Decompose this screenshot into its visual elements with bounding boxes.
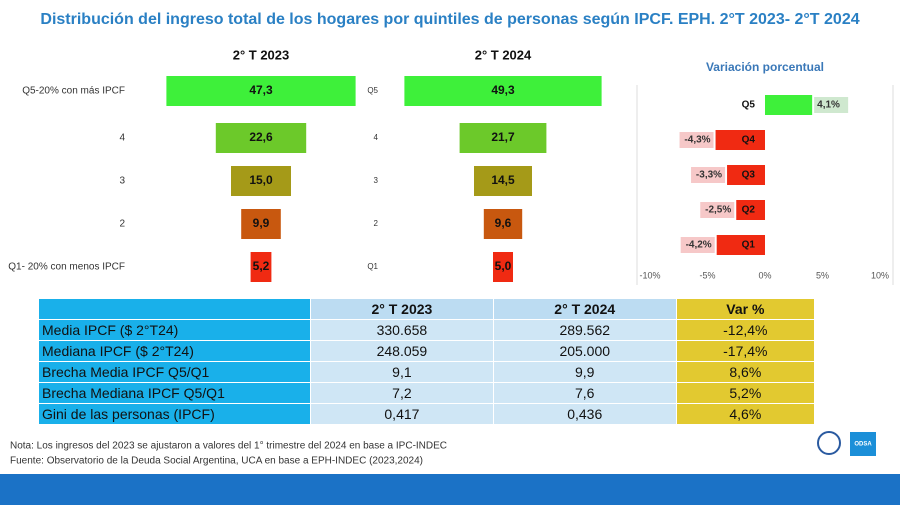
category-label: Q1- 20% con menos IPCF bbox=[8, 262, 125, 273]
value-label: 4,1% bbox=[817, 100, 840, 111]
funnel-bar bbox=[474, 166, 532, 196]
table-cell: 205.000 bbox=[492, 340, 677, 362]
bar bbox=[715, 130, 765, 150]
category-label: 2 bbox=[374, 219, 379, 228]
logo bbox=[850, 432, 876, 456]
value-label: 9,6 bbox=[495, 216, 512, 230]
table-row: Media IPCF ($ 2°T24) 330.658 289.562 -12,4% bbox=[38, 319, 816, 341]
bar bbox=[716, 235, 765, 255]
table-cell: 9,1 bbox=[310, 361, 494, 383]
category-label: Q5-20% con más IPCF bbox=[22, 86, 125, 97]
bar bbox=[727, 165, 765, 185]
summary-table: 2° T 2023 2° T 2024 Var % Media IPCF ($ 2°T… bbox=[38, 298, 816, 425]
label-bg bbox=[679, 132, 714, 148]
table-cell: 4,6% bbox=[675, 403, 816, 425]
table-header: 2° T 2023 2° T 2024 Var % bbox=[38, 298, 816, 320]
category-label: 4 bbox=[374, 133, 379, 142]
table-cell: 289.562 bbox=[492, 319, 677, 341]
value-label: 14,5 bbox=[491, 173, 515, 187]
value-label: -2,5% bbox=[705, 205, 731, 216]
table-cell: Gini de las personas (IPCF) bbox=[38, 403, 311, 425]
category-label: Q4 bbox=[742, 135, 756, 146]
category-label: Q2 bbox=[742, 205, 756, 216]
logo-text: ODSA bbox=[854, 442, 872, 448]
x-tick-label: 10% bbox=[871, 270, 889, 280]
table-cell: 248.059 bbox=[310, 340, 494, 362]
funnel-bar bbox=[404, 76, 602, 106]
x-tick-label: -10% bbox=[639, 270, 660, 280]
value-label: -4,2% bbox=[686, 240, 712, 251]
table-cell: 0,436 bbox=[492, 403, 677, 425]
funnel-bar bbox=[459, 123, 547, 153]
chart-title: 2° T 2024 bbox=[475, 47, 532, 62]
table-row: Brecha Mediana IPCF Q5/Q1 7,2 7,6 5,2% bbox=[38, 382, 816, 404]
category-label: Q3 bbox=[742, 170, 756, 181]
value-label: 5,0 bbox=[495, 259, 512, 273]
value-label: 47,3 bbox=[249, 83, 273, 97]
category-label: Q1 bbox=[742, 240, 756, 251]
category-label: Q5 bbox=[742, 100, 756, 111]
table-cell: Media IPCF ($ 2°T24) bbox=[38, 319, 311, 341]
table-cell: 0,417 bbox=[310, 403, 494, 425]
table-row: Brecha Media IPCF Q5/Q1 9,1 9,9 8,6% bbox=[38, 361, 816, 383]
table-cell: Brecha Mediana IPCF Q5/Q1 bbox=[38, 382, 311, 404]
value-label: 5,2 bbox=[253, 259, 270, 273]
table-cell: 7,6 bbox=[492, 382, 677, 404]
label-bg bbox=[814, 97, 849, 113]
category-label: 3 bbox=[119, 176, 125, 187]
funnel-bar bbox=[493, 252, 513, 282]
table-cell: Var % bbox=[675, 298, 816, 320]
table-cell: 330.658 bbox=[310, 319, 494, 341]
category-label: 3 bbox=[374, 176, 379, 185]
x-tick-label: -5% bbox=[699, 270, 715, 280]
value-label: 15,0 bbox=[249, 173, 273, 187]
funnel-bar bbox=[241, 209, 281, 239]
label-bg bbox=[691, 167, 726, 183]
bar bbox=[736, 200, 765, 220]
table-cell: Mediana IPCF ($ 2°T24) bbox=[38, 340, 311, 362]
label-bg bbox=[680, 237, 715, 253]
logo bbox=[817, 431, 841, 455]
funnel-bar bbox=[231, 166, 291, 196]
table-cell: -12,4% bbox=[675, 319, 816, 341]
table-cell: 2° T 2023 bbox=[310, 298, 494, 320]
chart-title: 2° T 2023 bbox=[233, 47, 290, 62]
funnel-bar bbox=[166, 76, 356, 106]
value-label: -4,3% bbox=[684, 135, 710, 146]
x-tick-label: 5% bbox=[816, 270, 829, 280]
note: Nota: Los ingresos del 2023 se ajustaron… bbox=[10, 441, 447, 452]
x-tick-label: 0% bbox=[758, 270, 771, 280]
table-row: Mediana IPCF ($ 2°T24) 248.059 205.000 -17,… bbox=[38, 340, 816, 362]
table-cell: Brecha Media IPCF Q5/Q1 bbox=[38, 361, 311, 383]
category-label: 4 bbox=[119, 133, 125, 144]
table-cell bbox=[38, 298, 311, 320]
table-cell: -17,4% bbox=[675, 340, 816, 362]
value-label: 22,6 bbox=[249, 130, 273, 144]
note: Fuente: Observatorio de la Deuda Social … bbox=[10, 456, 423, 467]
value-label: 9,9 bbox=[253, 216, 270, 230]
category-label: 2 bbox=[119, 219, 125, 230]
funnel-bar bbox=[483, 209, 523, 239]
category-label: Q1 bbox=[367, 262, 378, 271]
funnel-bar bbox=[215, 123, 307, 153]
chart-title: Variación porcentual bbox=[706, 60, 824, 74]
value-label: 49,3 bbox=[491, 83, 515, 97]
footer-band bbox=[0, 474, 900, 505]
funnel-bar bbox=[250, 252, 272, 282]
table-cell: 9,9 bbox=[492, 361, 677, 383]
value-label: -3,3% bbox=[696, 170, 722, 181]
table-cell: 2° T 2024 bbox=[492, 298, 677, 320]
slide-title: Distribución del ingreso total de los ho… bbox=[40, 11, 859, 28]
value-label: 21,7 bbox=[491, 130, 515, 144]
table-cell: 7,2 bbox=[310, 382, 494, 404]
label-bg bbox=[700, 202, 735, 218]
bar bbox=[765, 95, 813, 115]
table-cell: 8,6% bbox=[675, 361, 816, 383]
category-label: Q5 bbox=[367, 86, 378, 95]
table-row: Gini de las personas (IPCF) 0,417 0,436 4,6… bbox=[38, 403, 816, 425]
table-cell: 5,2% bbox=[675, 382, 816, 404]
